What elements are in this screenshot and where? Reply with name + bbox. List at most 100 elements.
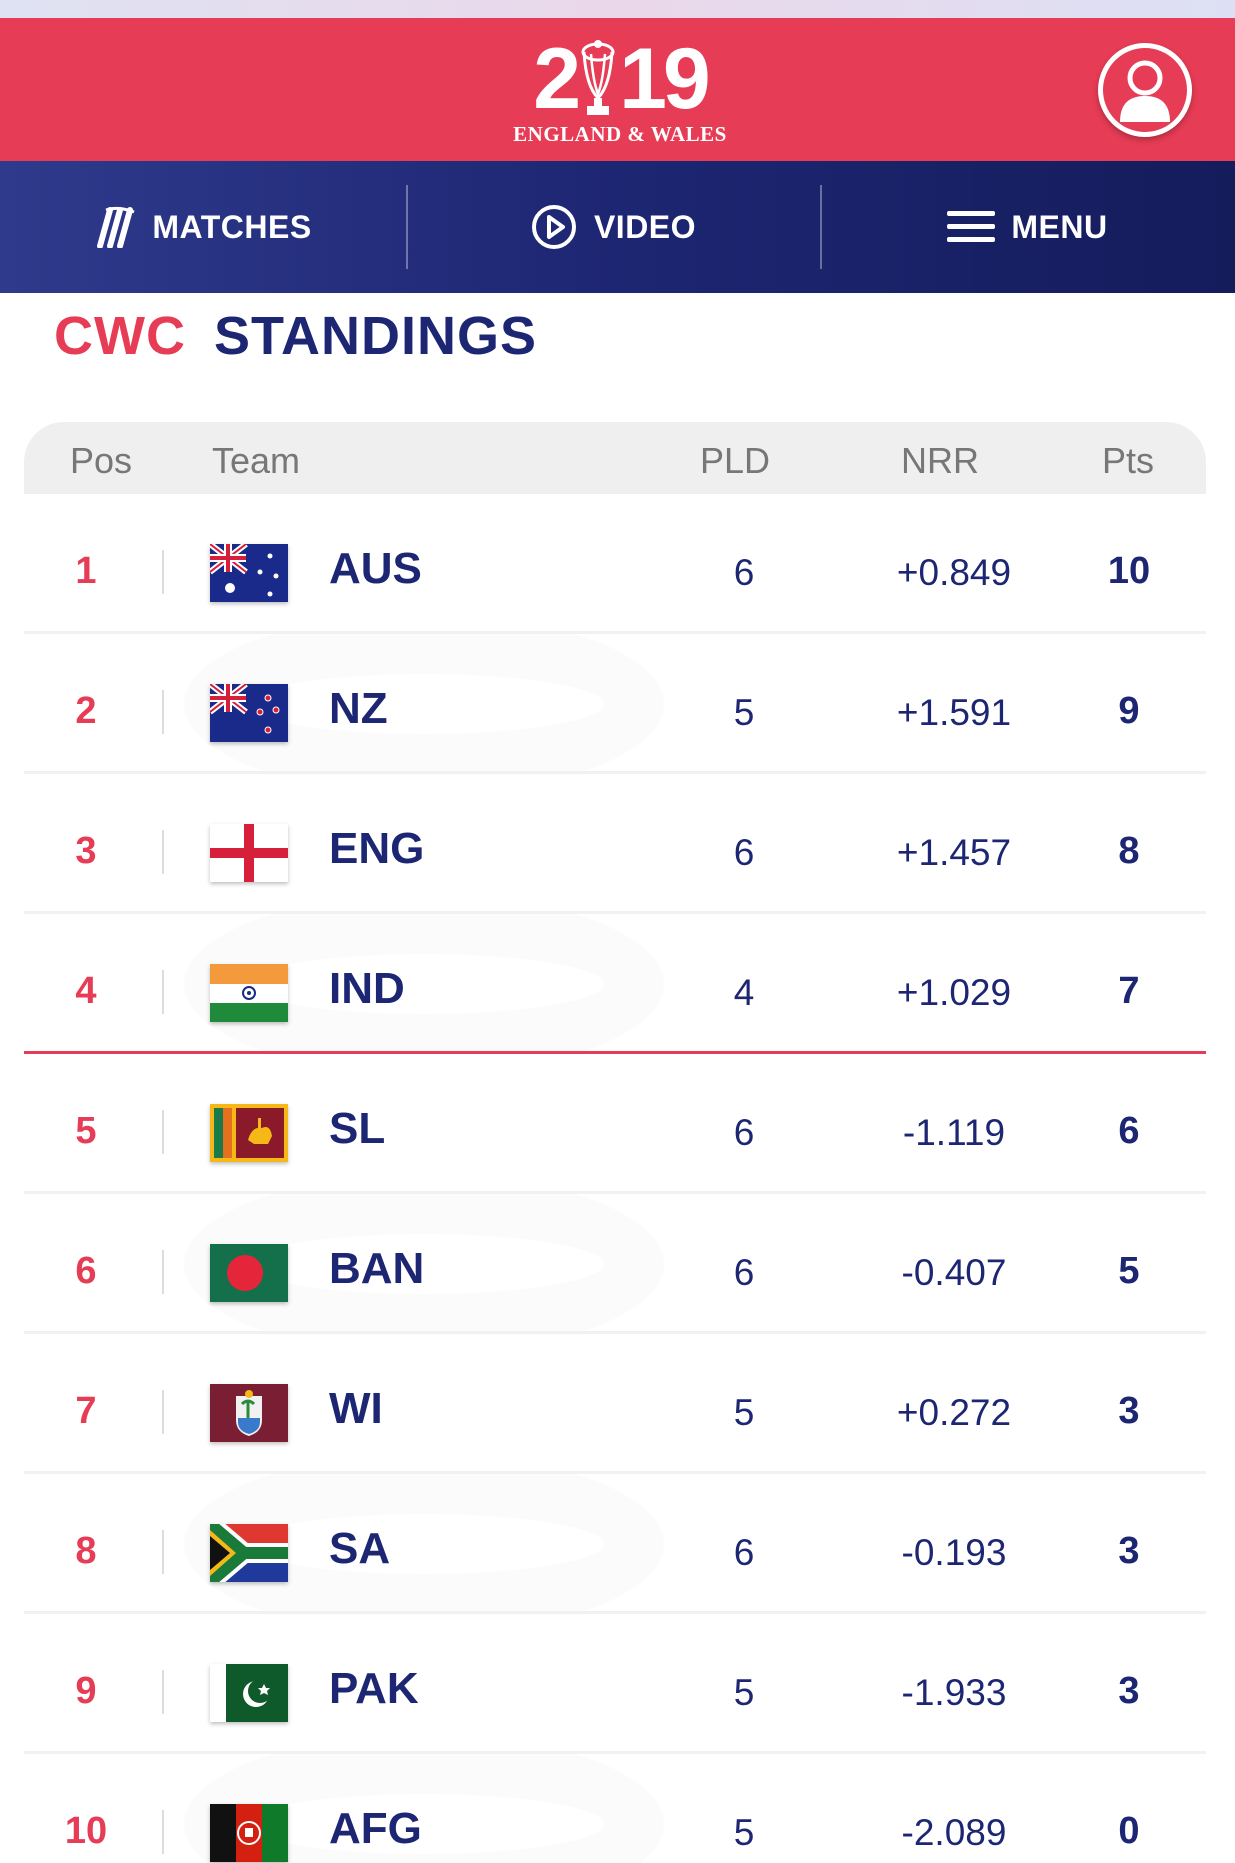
row-divider	[162, 970, 164, 1014]
play-circle-icon	[530, 203, 578, 251]
table-row[interactable]: 8 SA 6 -0.193 3	[24, 1474, 1206, 1614]
row-divider	[162, 1530, 164, 1574]
west-indies-flag	[210, 1384, 288, 1442]
table-row[interactable]: 6 BAN 6 -0.407 5	[24, 1194, 1206, 1334]
table-row[interactable]: 10 AFG 5 -2.089 0	[24, 1754, 1206, 1863]
header-nrr: NRR	[901, 440, 979, 481]
nav-menu[interactable]: MENU	[820, 161, 1235, 293]
row-pos: 5	[75, 1110, 97, 1152]
row-team: SA	[329, 1524, 391, 1573]
row-pts: 7	[1118, 970, 1140, 1012]
row-team: ENG	[329, 824, 425, 873]
trophy-icon	[581, 40, 615, 115]
header-team: Team	[212, 440, 301, 481]
logo-subtitle: ENGLAND & WALES	[513, 122, 727, 146]
row-pld: 4	[733, 972, 755, 1013]
cricket-stumps-icon	[94, 206, 136, 248]
row-pts: 3	[1118, 1390, 1140, 1432]
nav-menu-label: MENU	[1011, 208, 1108, 245]
row-pld: 6	[733, 1252, 755, 1293]
table-row[interactable]: 1 AUS 6 +0.849 10	[24, 494, 1206, 634]
england-flag	[210, 824, 288, 882]
new-zealand-flag	[210, 684, 288, 742]
main-nav: MATCHES VIDEO MENU	[0, 161, 1235, 293]
row-pld: 6	[733, 1532, 755, 1573]
cwc-2019-logo[interactable]: 2 19 ENGLAND & WALES	[500, 31, 740, 158]
header-pts: Pts	[1102, 440, 1155, 481]
pakistan-flag	[210, 1664, 288, 1722]
row-team: BAN	[329, 1244, 425, 1293]
row-pts: 3	[1118, 1530, 1140, 1572]
row-nrr: +0.849	[896, 552, 1012, 593]
row-pts: 8	[1118, 830, 1140, 872]
row-team: IND	[329, 964, 405, 1013]
row-pld: 6	[733, 552, 755, 593]
table-header: Pos Team PLD NRR Pts	[24, 422, 1206, 494]
account-button[interactable]	[1098, 43, 1192, 137]
australia-flag	[210, 544, 288, 602]
row-team: AFG	[329, 1804, 422, 1853]
nav-video-label: VIDEO	[593, 208, 697, 245]
row-divider	[162, 690, 164, 734]
status-strip	[0, 0, 1235, 18]
table-row[interactable]: 3 ENG 6 +1.457 8	[24, 774, 1206, 914]
row-pts: 3	[1118, 1670, 1140, 1712]
row-pos: 7	[75, 1390, 97, 1432]
row-pts: 6	[1118, 1110, 1140, 1152]
row-divider	[162, 830, 164, 874]
row-pld: 5	[733, 1392, 755, 1433]
row-pos: 2	[75, 690, 97, 732]
title-main: STANDINGS	[213, 306, 537, 366]
row-divider	[162, 550, 164, 594]
row-pld: 5	[733, 692, 755, 733]
row-pts: 9	[1118, 690, 1140, 732]
row-team: WI	[329, 1384, 383, 1433]
nav-divider	[820, 185, 822, 269]
row-divider	[162, 1250, 164, 1294]
table-row[interactable]: 5 SL 6 -1.119 6	[24, 1054, 1206, 1194]
header-pos: Pos	[70, 440, 133, 481]
row-team: PAK	[329, 1664, 419, 1713]
header-pld: PLD	[700, 440, 771, 481]
row-pos: 9	[75, 1670, 97, 1712]
page-title: CWC STANDINGS	[54, 305, 537, 367]
user-icon	[1120, 60, 1170, 122]
india-flag	[210, 964, 288, 1022]
sri-lanka-flag	[210, 1104, 288, 1162]
row-pos: 10	[64, 1810, 108, 1852]
logo-year-end: 19	[619, 31, 711, 127]
row-pts: 0	[1118, 1810, 1140, 1852]
row-team: AUS	[329, 544, 422, 593]
nav-matches[interactable]: MATCHES	[0, 161, 406, 293]
row-pld: 6	[733, 1112, 755, 1153]
title-accent: CWC	[54, 306, 186, 366]
row-nrr: -1.119	[902, 1112, 1006, 1153]
row-nrr: +1.029	[896, 972, 1012, 1013]
row-nrr: +1.457	[896, 832, 1012, 873]
row-divider	[162, 1110, 164, 1154]
row-nrr: -0.407	[901, 1252, 1007, 1293]
row-team: SL	[329, 1104, 386, 1153]
site-header: 2 19 ENGLAND & WALES	[0, 18, 1235, 161]
row-divider	[162, 1670, 164, 1714]
bangladesh-flag	[210, 1244, 288, 1302]
row-pos: 3	[75, 830, 97, 872]
nav-divider	[406, 185, 408, 269]
row-nrr: -1.933	[901, 1672, 1007, 1713]
row-nrr: +0.272	[896, 1392, 1012, 1433]
row-nrr: -0.193	[901, 1532, 1007, 1573]
row-team: NZ	[329, 684, 388, 733]
nav-video[interactable]: VIDEO	[406, 161, 820, 293]
row-nrr: -2.089	[901, 1812, 1007, 1853]
table-row[interactable]: 9 PAK 5 -1.933 3	[24, 1614, 1206, 1754]
row-pos: 1	[75, 550, 97, 592]
table-row[interactable]: 4 IND 4 +1.029 7	[24, 914, 1206, 1054]
afghanistan-flag	[210, 1804, 288, 1862]
row-pos: 4	[75, 970, 97, 1012]
table-row[interactable]: 2 NZ 5 +1.591 9	[24, 634, 1206, 774]
row-pos: 6	[75, 1250, 97, 1292]
table-row[interactable]: 7 WI 5 +0.272 3	[24, 1334, 1206, 1474]
logo-year-start: 2	[533, 31, 581, 127]
row-pts: 10	[1107, 550, 1151, 592]
